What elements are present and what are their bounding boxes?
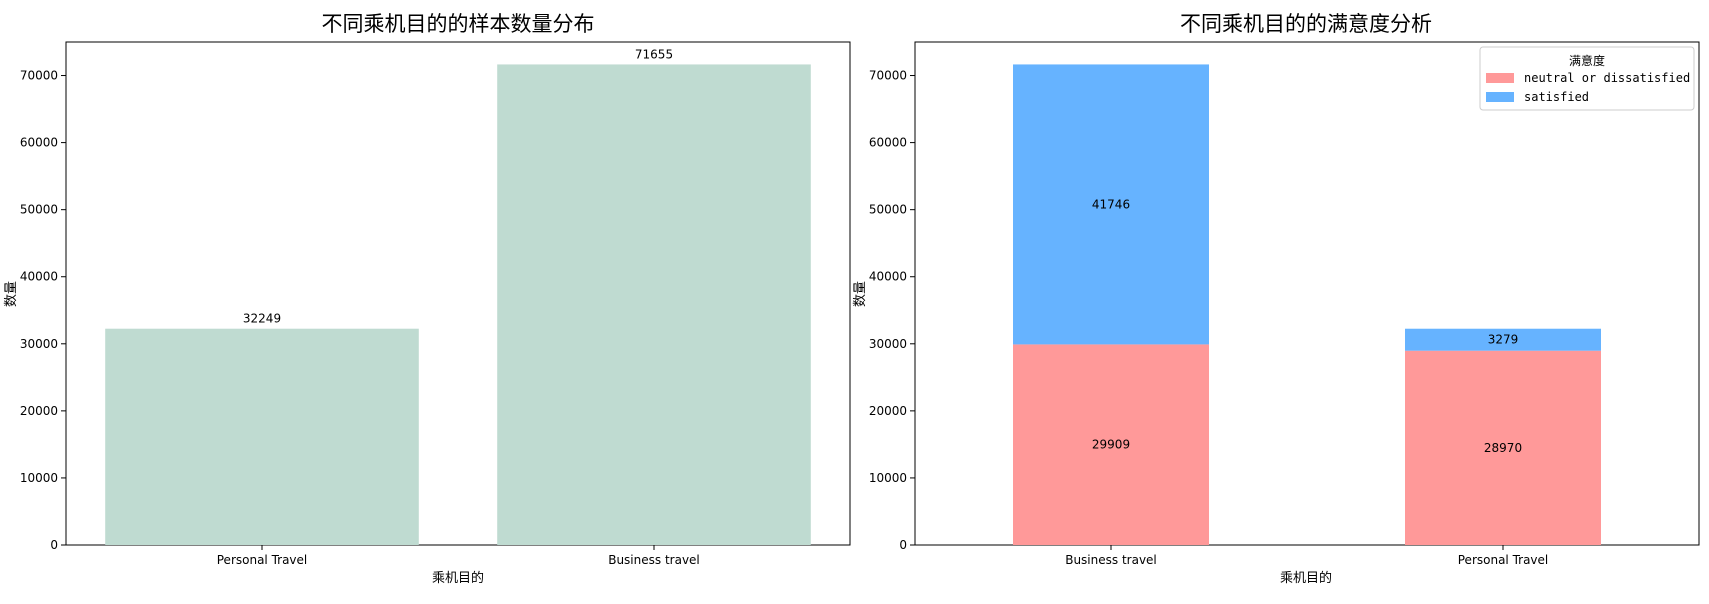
chart-right-ylabel: 数量 (853, 281, 868, 307)
chart-left-xtick-label: Business travel (608, 553, 700, 567)
chart-right-title: 不同乘机目的的满意度分析 (1180, 12, 1432, 36)
chart-right-ytick-label: 60000 (869, 136, 907, 150)
chart-left-bars: 32249 71655 (105, 47, 811, 545)
chart-left-xtick-label: Personal Travel (217, 553, 308, 567)
chart-right-ytick-label: 40000 (869, 270, 907, 284)
legend-title: 满意度 (1569, 53, 1605, 68)
chart-left-ytick-label: 10000 (20, 471, 58, 485)
chart-left-ytick-label: 40000 (20, 270, 58, 284)
chart-left-bar (497, 64, 811, 545)
chart-right-bar-segment (1405, 350, 1601, 545)
chart-left-title: 不同乘机目的的样本数量分布 (322, 12, 595, 36)
chart-right-ytick-label: 70000 (869, 69, 907, 83)
chart-left-ytick-label: 0 (50, 538, 58, 552)
chart-right-data-label: 3279 (1488, 333, 1519, 347)
chart-left-data-label: 71655 (635, 47, 673, 61)
chart-left-data-label: 32249 (243, 312, 281, 326)
chart-left: 不同乘机目的的样本数量分布 0 10000 20000 30000 40000 50000… (4, 12, 851, 586)
legend-frame (1479, 46, 1695, 111)
chart-right-bar-segment (1013, 64, 1209, 345)
chart-left-y-axis: 0 10000 20000 30000 40000 50000 60000 70000 (20, 69, 66, 552)
chart-right-data-label: 41746 (1092, 197, 1130, 211)
chart-right-plot-frame (914, 41, 1700, 546)
chart-left-plot-frame (65, 41, 851, 546)
chart-right-data-label: 29909 (1092, 438, 1130, 452)
chart-left-bar (105, 328, 419, 545)
chart-right-bars: 29909 41746 28970 3279 (1013, 64, 1601, 545)
chart-left-ytick-label: 60000 (20, 136, 58, 150)
chart-right-ytick-label: 50000 (869, 203, 907, 217)
chart-right-ytick-label: 30000 (869, 337, 907, 351)
chart-right: 不同乘机目的的满意度分析 0 10000 20000 30000 40000 50000 6… (853, 12, 1700, 586)
chart-right-bar-segment (1013, 344, 1209, 545)
legend-swatch-neutral (1486, 73, 1514, 83)
chart-right-ytick-label: 10000 (869, 471, 907, 485)
legend-label-neutral: neutral or dissatisfied (1524, 71, 1690, 85)
chart-left-ytick-label: 30000 (20, 337, 58, 351)
chart-right-bar-segment (1405, 328, 1601, 351)
chart-right-data-label: 28970 (1484, 441, 1522, 455)
chart-right-y-axis: 0 10000 20000 30000 40000 50000 60000 70000 (869, 69, 915, 552)
chart-left-xlabel: 乘机目的 (432, 570, 484, 586)
chart-right-xtick-label: Personal Travel (1458, 553, 1549, 567)
chart-right-xtick-label: Business travel (1065, 553, 1157, 567)
chart-left-x-axis: Personal Travel Business travel (217, 545, 700, 567)
legend-label-satisfied: satisfied (1524, 90, 1589, 104)
legend-swatch-satisfied (1486, 92, 1514, 102)
chart-right-legend: 满意度 neutral or dissatisfied satisfied (1479, 46, 1695, 111)
chart-right-ytick-label: 0 (899, 538, 907, 552)
chart-right-x-axis: Business travel Personal Travel (1065, 545, 1548, 567)
chart-right-ytick-label: 20000 (869, 404, 907, 418)
chart-left-ytick-label: 50000 (20, 203, 58, 217)
chart-right-xlabel: 乘机目的 (1280, 570, 1332, 586)
chart-left-ylabel: 数量 (4, 281, 19, 307)
chart-left-ytick-label: 20000 (20, 404, 58, 418)
chart-left-ytick-label: 70000 (20, 69, 58, 83)
